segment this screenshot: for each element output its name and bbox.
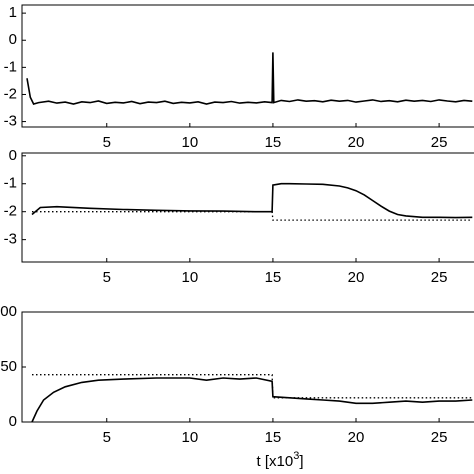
y-tick-label: 1: [9, 4, 17, 21]
y-tick-label: 0: [9, 147, 17, 164]
x-tick-label: 15: [265, 134, 282, 151]
x-label-text: t [x10: [257, 453, 294, 470]
plot-frame: [21, 152, 474, 263]
x-tick-label: 20: [348, 134, 365, 151]
y-tick-label: -1: [4, 58, 17, 75]
y-tick-label: 50: [0, 358, 17, 375]
x-tick-label: 20: [348, 269, 365, 286]
plot-frame: [21, 4, 474, 128]
data-line: [31, 377, 473, 423]
x-tick-label: 5: [103, 269, 111, 286]
data-line: [32, 211, 473, 221]
data-line: [26, 52, 473, 105]
x-tick-label: 5: [103, 429, 111, 446]
x-axis-label: t [x103]: [257, 450, 304, 470]
y-tick-label: -2: [4, 203, 17, 220]
x-tick-label: 15: [265, 269, 282, 286]
x-label-sup: 3: [293, 450, 299, 462]
data-line: [32, 374, 473, 399]
x-tick-label: 10: [181, 429, 198, 446]
x-tick-label: 10: [181, 269, 198, 286]
x-tick-label: 20: [348, 429, 365, 446]
x-tick-label: 15: [265, 429, 282, 446]
x-tick-label: 25: [431, 134, 448, 151]
y-tick-label: 0: [9, 413, 17, 430]
y-tick-label: -2: [4, 85, 17, 102]
x-tick-label: 10: [181, 134, 198, 151]
plot-frame: [21, 311, 474, 423]
y-tick-label: 0: [9, 31, 17, 48]
y-tick-label: -1: [4, 175, 17, 192]
x-tick-label: 25: [431, 429, 448, 446]
x-tick-label: 5: [103, 134, 111, 151]
y-tick-label: -3: [4, 231, 17, 248]
x-tick-label: 25: [431, 269, 448, 286]
y-tick-label: -3: [4, 113, 17, 130]
x-label-end: ]: [299, 453, 303, 470]
y-tick-label: 100: [0, 303, 17, 320]
data-line: [31, 182, 473, 219]
